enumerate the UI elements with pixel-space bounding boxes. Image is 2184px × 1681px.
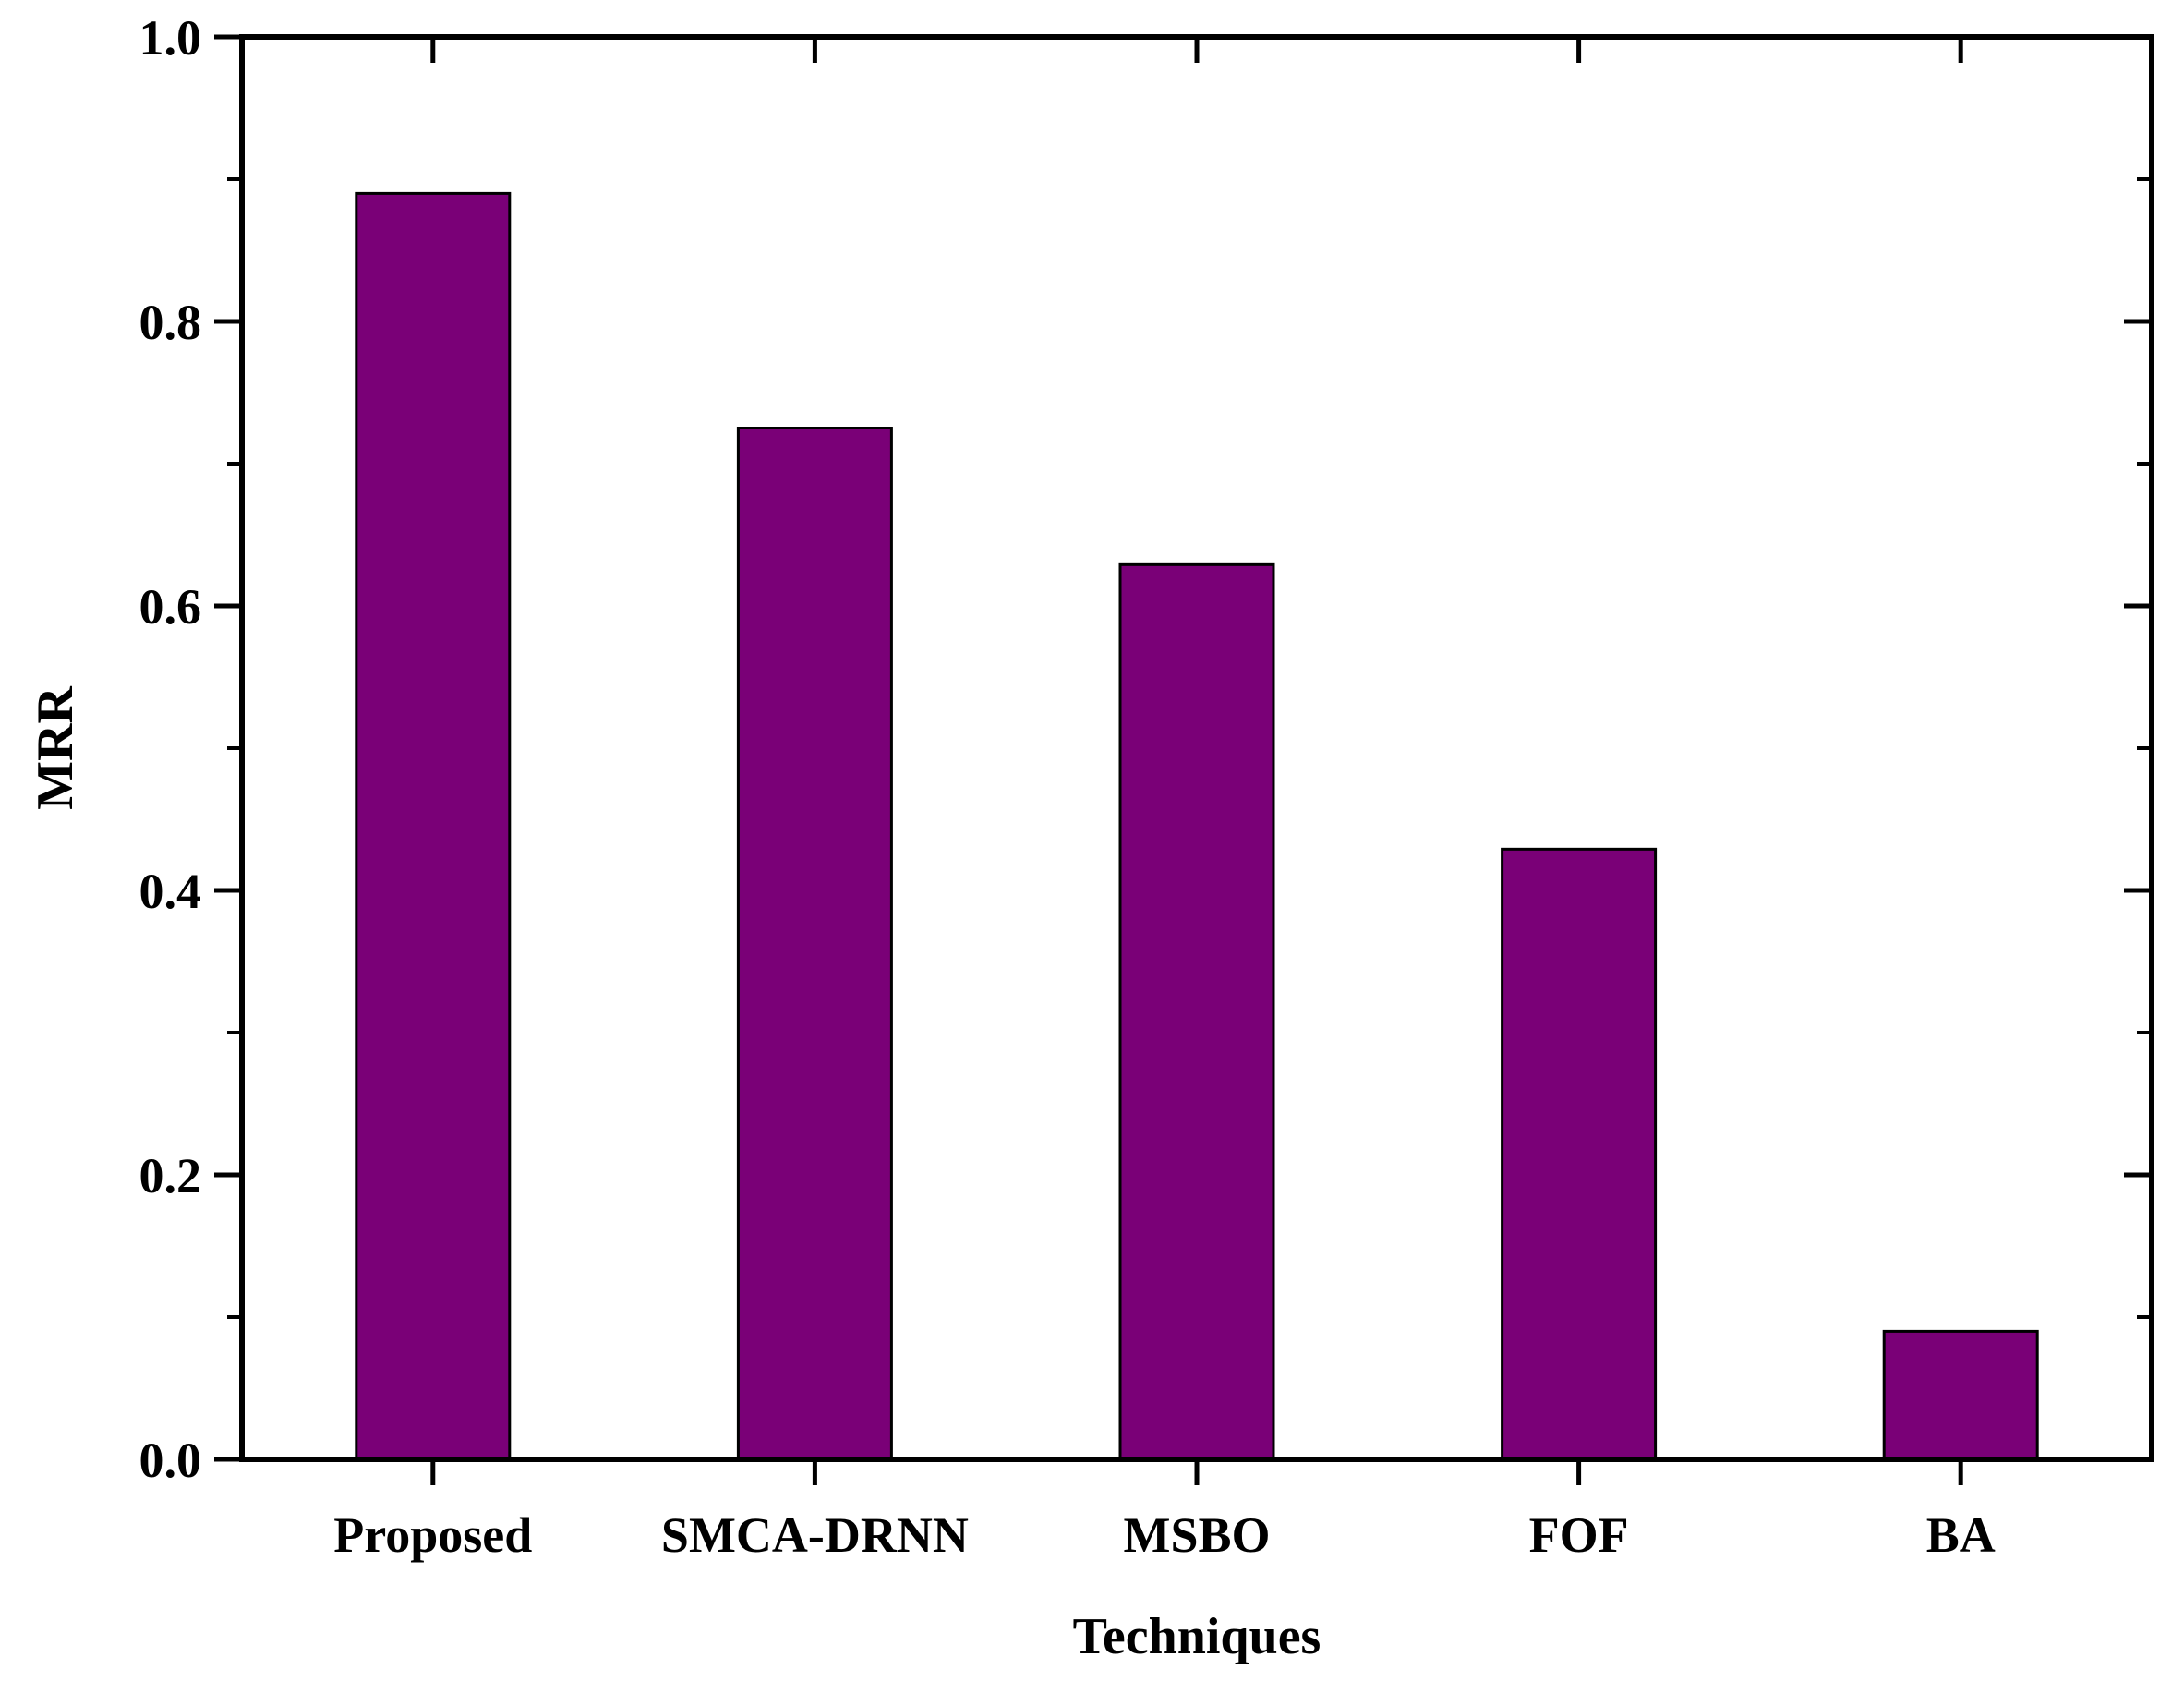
x-axis-title: Techniques	[1073, 1608, 1321, 1665]
x-tick-label: BA	[1926, 1507, 1996, 1563]
y-tick-label: 0.6	[139, 579, 202, 635]
x-tick-label: Proposed	[333, 1507, 532, 1563]
y-tick-label: 1.0	[139, 10, 202, 66]
y-tick-label: 0.2	[139, 1148, 202, 1203]
bar-ba	[1882, 1329, 2039, 1461]
plot-frame	[239, 34, 2154, 1462]
y-axis-title: MRR	[27, 686, 84, 810]
x-tick-label: SMCA-DRNN	[661, 1507, 969, 1563]
x-tick-label: MSBO	[1123, 1507, 1270, 1563]
bar-smca-drnn	[736, 427, 893, 1461]
y-tick-label: 0.8	[139, 295, 202, 350]
y-tick-label: 0.4	[139, 864, 202, 919]
bar-fof	[1501, 847, 1658, 1461]
bars-layer	[355, 191, 2039, 1461]
bar-proposed	[355, 191, 512, 1461]
x-tick-label: FOF	[1529, 1507, 1629, 1563]
bar-msbo	[1118, 562, 1275, 1461]
y-tick-label: 0.0	[139, 1433, 202, 1488]
labels-layer: Proposed SMCA-DRNN MSBO FOF BA 0.0 0.2 0.4 0.6 0.…	[139, 10, 1996, 1563]
